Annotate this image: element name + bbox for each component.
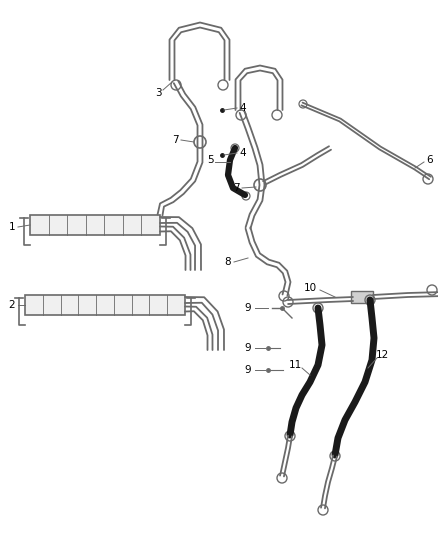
Text: 7: 7 (172, 135, 178, 145)
Text: 11: 11 (288, 360, 302, 370)
Bar (25, 295, 185, 315)
Text: 3: 3 (155, 88, 161, 98)
Text: 6: 6 (427, 155, 433, 165)
Text: 5: 5 (207, 155, 213, 165)
Text: 9: 9 (245, 303, 251, 313)
Text: 9: 9 (245, 343, 251, 353)
Text: 8: 8 (225, 257, 231, 267)
Text: 10: 10 (304, 283, 317, 293)
Text: 4: 4 (240, 103, 246, 113)
Text: 2: 2 (9, 300, 15, 310)
Text: 7: 7 (233, 183, 239, 193)
Text: 4: 4 (240, 148, 246, 158)
Text: 1: 1 (9, 222, 15, 232)
Text: 12: 12 (375, 350, 389, 360)
Bar (351, 291, 373, 303)
Bar (30, 215, 160, 235)
Text: 9: 9 (245, 365, 251, 375)
